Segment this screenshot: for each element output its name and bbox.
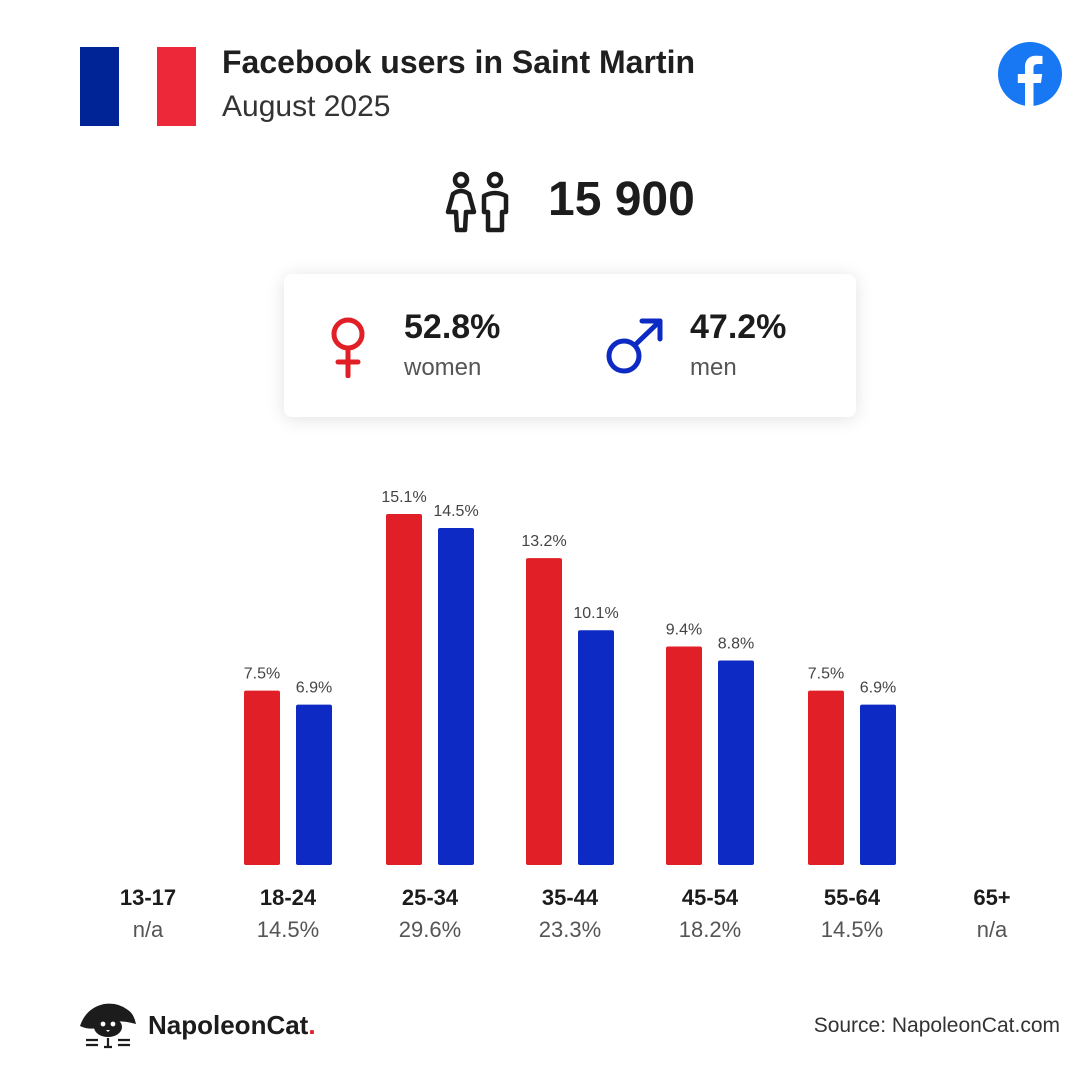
age-label-45-54: 45-54 [681, 885, 739, 910]
age-label-65+: 65+ [973, 885, 1011, 910]
age-label-18-24: 18-24 [259, 885, 317, 910]
bar-men-25-34 [438, 527, 474, 865]
age-total-35-44: 23.3% [538, 917, 602, 942]
age-label-35-44: 35-44 [541, 885, 599, 910]
facebook-icon [998, 42, 1062, 106]
gender-summary-card [284, 274, 856, 417]
men-percent: 47.2% [690, 308, 787, 346]
flag-stripe-red [157, 47, 197, 126]
flag-stripe-white [118, 47, 158, 126]
bar-women-18-24 [244, 690, 280, 865]
bar-label-women-25-34: 15.1% [381, 489, 426, 506]
bar-men-18-24 [296, 704, 332, 865]
age-total-13-17: n/a [132, 917, 164, 942]
bar-label-women-35-44: 13.2% [521, 533, 566, 550]
age-total-25-34: 29.6% [398, 917, 462, 942]
age-label-55-64: 55-64 [823, 885, 881, 910]
page-subtitle: August 2025 [222, 90, 391, 123]
bar-women-25-34 [386, 514, 422, 865]
age-bar-chart: 7.5% 15.1% 13.2% 9.4% 7.5% 6.9% 14.5% 10.1% 8.8%… [244, 489, 896, 865]
age-total-55-64: 14.5% [820, 917, 884, 942]
bar-men-55-64 [860, 704, 896, 865]
bar-label-men-55-64: 6.9% [860, 680, 896, 697]
age-label-25-34: 25-34 [401, 885, 459, 910]
bar-women-45-54 [666, 646, 702, 865]
brand-name: NapoleonCat. [148, 1010, 316, 1041]
source-text: Source: NapoleonCat.com [813, 1014, 1060, 1037]
age-label-13-17: 13-17 [119, 885, 177, 910]
age-total-18-24: 14.5% [256, 917, 320, 942]
bar-label-women-45-54: 9.4% [666, 621, 702, 638]
bar-label-men-18-24: 6.9% [296, 680, 332, 697]
bar-label-men-25-34: 14.5% [433, 503, 478, 520]
flag-stripe-blue [80, 47, 119, 126]
napoleoncat-logo [80, 1003, 136, 1049]
men-label: men [690, 354, 737, 381]
bar-men-45-54 [718, 660, 754, 865]
brand-name-text: NapoleonCat [148, 1010, 309, 1040]
bar-label-women-18-24: 7.5% [244, 666, 280, 683]
women-label: women [404, 354, 482, 381]
bar-label-men-35-44: 10.1% [573, 605, 618, 622]
bar-women-55-64 [808, 690, 844, 865]
women-percent: 52.8% [404, 308, 501, 346]
bar-label-women-55-64: 7.5% [808, 666, 844, 683]
male-icon [606, 318, 663, 374]
country-flag [80, 47, 197, 126]
bar-men-35-44 [578, 630, 614, 865]
bar-women-35-44 [526, 558, 562, 865]
age-total-65+: n/a [976, 917, 1008, 942]
female-icon [331, 317, 365, 378]
users-total: 15 900 [548, 173, 695, 226]
users-icon [445, 171, 509, 233]
bar-label-men-45-54: 8.8% [718, 635, 754, 652]
brand-dot: . [308, 1010, 316, 1040]
page-title: Facebook users in Saint Martin [222, 44, 695, 80]
age-total-45-54: 18.2% [678, 917, 742, 942]
